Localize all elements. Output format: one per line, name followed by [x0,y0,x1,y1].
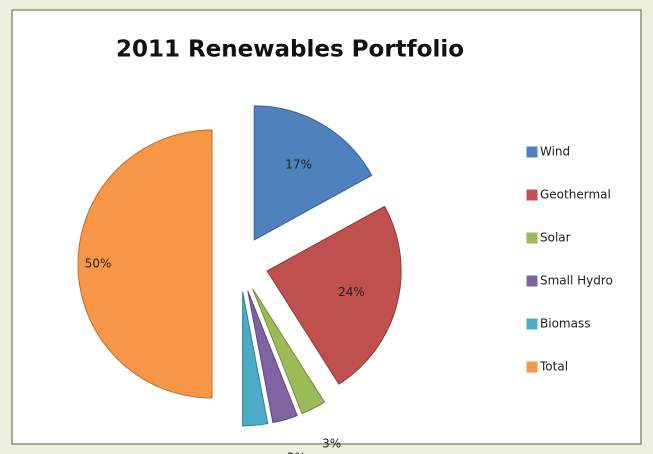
slice-outline [77,129,213,399]
data-label: 50% [85,257,112,271]
legend-swatch [526,275,538,287]
legend-swatch [526,318,538,330]
data-label: 24% [338,285,365,299]
legend-swatch [526,232,538,244]
data-label: 3% [287,450,306,454]
slice-outline [242,291,269,427]
legend-label: Total [539,360,568,374]
pie-slice [247,290,298,424]
legend-label: Biomass [540,317,590,331]
pie-slice [266,205,402,385]
legend-label: Small Hydro [540,274,613,288]
chart-title: 2011 Renewables Portfolio [116,37,464,63]
slice-outline [253,105,373,241]
data-label: 3% [322,436,341,450]
legend-label: Solar [540,231,571,245]
slice-outline [247,290,298,424]
legend-swatch [526,361,538,373]
pie-slice [242,291,269,427]
data-label: 17% [285,157,312,171]
slice-outline [252,288,326,415]
slice-outline [266,205,402,385]
legend-swatch [526,189,538,201]
pie-slice [252,288,326,415]
legend-swatch [526,146,538,158]
legend-label: Wind [540,145,570,159]
pie-slice [77,129,213,399]
pie-slice [253,105,373,241]
legend-label: Geothermal [540,188,611,202]
